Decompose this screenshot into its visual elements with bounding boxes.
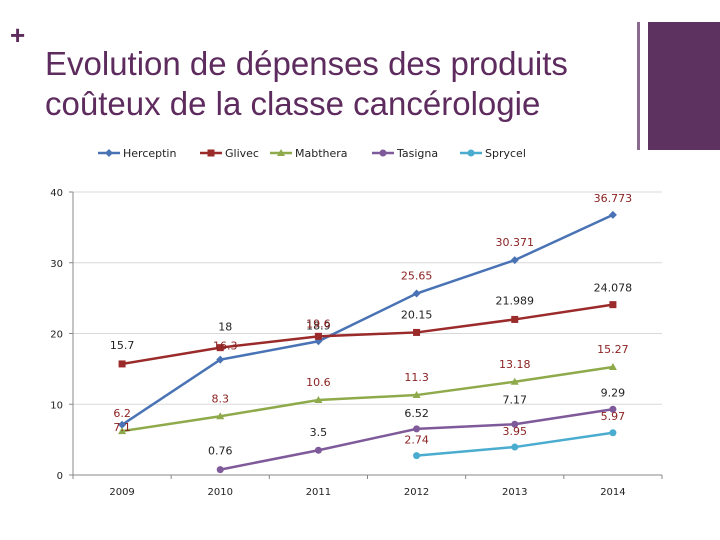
data-label-herceptin-2014: 36.773 <box>594 192 633 205</box>
slide-title: Evolution de dépenses des produits coûte… <box>45 45 568 122</box>
data-point-glivec-2014 <box>609 301 617 309</box>
data-point-mabthera-2012 <box>412 391 421 399</box>
legend-label-sprycel: Sprycel <box>485 147 526 160</box>
data-label-tasigna-2012: 6.52 <box>404 407 429 420</box>
data-label-mabthera-2014: 15.27 <box>597 343 629 356</box>
data-point-mabthera-2010 <box>216 412 225 420</box>
x-tick-label-2009: 2009 <box>109 487 134 498</box>
data-point-glivec-2010 <box>216 344 224 352</box>
data-label-tasigna-2010: 0.76 <box>208 445 233 458</box>
legend-label-glivec: Glivec <box>225 147 259 160</box>
legend-marker-herceptin <box>105 149 113 157</box>
data-point-mabthera-2011 <box>314 396 323 404</box>
data-label-mabthera-2011: 10.6 <box>306 376 331 389</box>
data-label-tasigna-2014: 9.29 <box>601 386 626 399</box>
data-label-herceptin-2012: 25.65 <box>401 270 433 283</box>
series-line-herceptin <box>121 213 614 426</box>
data-label-glivec-2013: 21.989 <box>496 294 535 307</box>
series-line-mabthera <box>121 365 614 433</box>
data-point-herceptin-2013 <box>510 256 519 265</box>
data-label-glivec-2012: 20.15 <box>401 308 433 321</box>
series-line-glivec <box>121 303 614 366</box>
y-tick-label-20: 20 <box>50 330 63 341</box>
data-label-tasigna-2013: 7.17 <box>503 393 528 406</box>
data-point-herceptin-2012 <box>412 289 421 298</box>
legend-label-mabthera: Mabthera <box>295 147 348 160</box>
data-point-herceptin-2014 <box>608 210 617 219</box>
data-label-herceptin-2013: 30.371 <box>496 236 535 249</box>
data-point-sprycel-2012 <box>413 452 421 460</box>
data-label-tasigna-2011: 3.5 <box>310 426 328 439</box>
data-point-glivec-2011 <box>314 332 322 340</box>
data-point-tasigna-2011 <box>314 446 322 454</box>
data-point-tasigna-2012 <box>413 425 421 433</box>
y-tick-label-10: 10 <box>50 400 63 411</box>
data-label-extra-glivec-2010: 16.3 <box>213 340 238 353</box>
data-label-glivec-2011: 19.6 <box>306 317 331 330</box>
y-tick-label-0: 0 <box>57 471 63 482</box>
data-label-sprycel-2013: 3.95 <box>503 425 528 438</box>
data-point-mabthera-2009 <box>118 427 127 435</box>
data-label-sprycel-2012: 2.74 <box>404 434 429 447</box>
data-label-mabthera-2013: 13.18 <box>499 358 531 371</box>
sidebar-accent-block <box>648 22 720 150</box>
y-tick-label-30: 30 <box>50 259 63 270</box>
plus-mark: + <box>10 20 26 50</box>
data-point-tasigna-2010 <box>216 466 224 474</box>
data-label-mabthera-2010: 8.3 <box>212 392 230 405</box>
legend-marker-mabthera <box>277 149 285 156</box>
data-label-glivec-2014: 24.078 <box>594 282 633 295</box>
data-label-herceptin-2011: 18.9 <box>306 319 331 332</box>
data-point-sprycel-2013 <box>511 443 519 451</box>
data-label-glivec-2009: 15.7 <box>110 339 135 352</box>
x-tick-label-2014: 2014 <box>600 487 625 498</box>
legend-label-herceptin: Herceptin <box>123 147 176 160</box>
data-point-tasigna-2013 <box>511 420 519 428</box>
sidebar-accent-line <box>637 22 640 150</box>
data-point-mabthera-2014 <box>608 362 617 370</box>
legend-label-tasigna: Tasigna <box>396 147 438 160</box>
data-point-herceptin-2010 <box>216 355 225 364</box>
legend-marker-tasigna <box>379 149 387 157</box>
data-point-mabthera-2013 <box>510 377 519 385</box>
x-tick-label-2011: 2011 <box>306 487 331 498</box>
data-point-glivec-2009 <box>118 360 126 368</box>
legend-marker-sprycel <box>467 149 475 157</box>
data-point-glivec-2012 <box>413 328 421 336</box>
data-point-sprycel-2014 <box>609 429 617 437</box>
x-tick-label-2010: 2010 <box>208 487 233 498</box>
data-point-tasigna-2014 <box>609 405 617 413</box>
x-tick-label-2012: 2012 <box>404 487 429 498</box>
data-label-sprycel-2014: 5.97 <box>601 410 626 423</box>
data-label-glivec-2010: 18 <box>218 321 232 334</box>
data-point-glivec-2013 <box>511 315 519 323</box>
data-label-mabthera-2009: 6.2 <box>113 407 131 420</box>
data-point-herceptin-2009 <box>118 420 127 429</box>
data-label-herceptin-2009: 7.1 <box>113 421 131 434</box>
y-tick-label-40: 40 <box>50 188 63 199</box>
legend-marker-glivec <box>207 149 215 157</box>
data-label-mabthera-2012: 11.3 <box>404 371 429 384</box>
x-tick-label-2013: 2013 <box>502 487 527 498</box>
